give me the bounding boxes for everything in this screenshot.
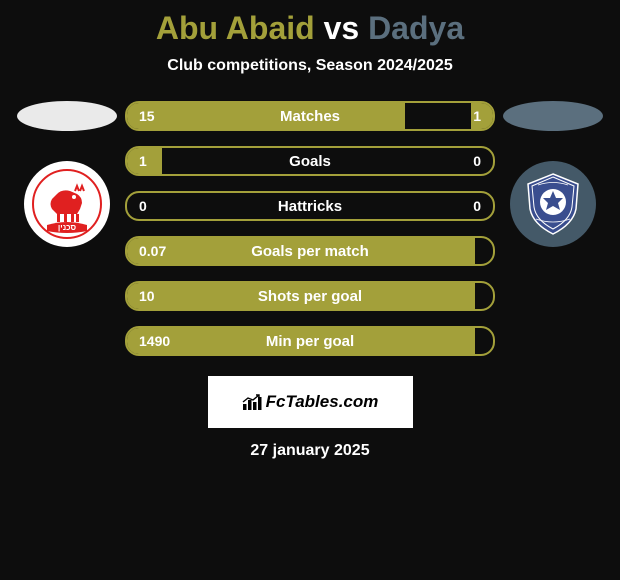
chart-icon (242, 393, 262, 411)
team-logo-left: סכנין (32, 169, 102, 239)
right-team-badge (510, 161, 596, 247)
stat-label: Goals (127, 153, 493, 170)
right-ellipse (503, 101, 603, 131)
stats-container: 15Matches11Goals00Hattricks00.07Goals pe… (125, 101, 495, 356)
left-side: סכנין (17, 101, 117, 247)
left-ellipse (17, 101, 117, 131)
vs-text: vs (324, 10, 360, 46)
stat-label: Matches (127, 108, 493, 125)
fctables-logo[interactable]: FcTables.com (208, 376, 413, 428)
stat-row: 1490Min per goal (125, 326, 495, 356)
stat-value-right: 0 (473, 198, 481, 214)
stat-row: 15Matches1 (125, 101, 495, 131)
logo-text: FcTables.com (266, 392, 379, 412)
date-text: 27 january 2025 (0, 442, 620, 460)
player2-name: Dadya (368, 10, 464, 46)
stat-value-right: 1 (473, 108, 481, 124)
stat-label: Goals per match (127, 243, 493, 260)
stat-label: Shots per goal (127, 288, 493, 305)
right-side (503, 101, 603, 247)
player1-name: Abu Abaid (156, 10, 315, 46)
subtitle: Club competitions, Season 2024/2025 (0, 57, 620, 75)
team-logo-right (518, 169, 588, 239)
stat-label: Min per goal (127, 333, 493, 350)
left-team-badge: סכנין (24, 161, 110, 247)
comparison-title: Abu Abaid vs Dadya (0, 0, 620, 47)
stat-value-right: 0 (473, 153, 481, 169)
main-content: סכנין 15Matches11Goals00Hattricks00.07Go… (0, 101, 620, 356)
stat-label: Hattricks (127, 198, 493, 215)
stat-row: 0Hattricks0 (125, 191, 495, 221)
stat-row: 10Shots per goal (125, 281, 495, 311)
stat-row: 0.07Goals per match (125, 236, 495, 266)
stat-row: 1Goals0 (125, 146, 495, 176)
svg-text:סכנין: סכנין (58, 223, 77, 232)
